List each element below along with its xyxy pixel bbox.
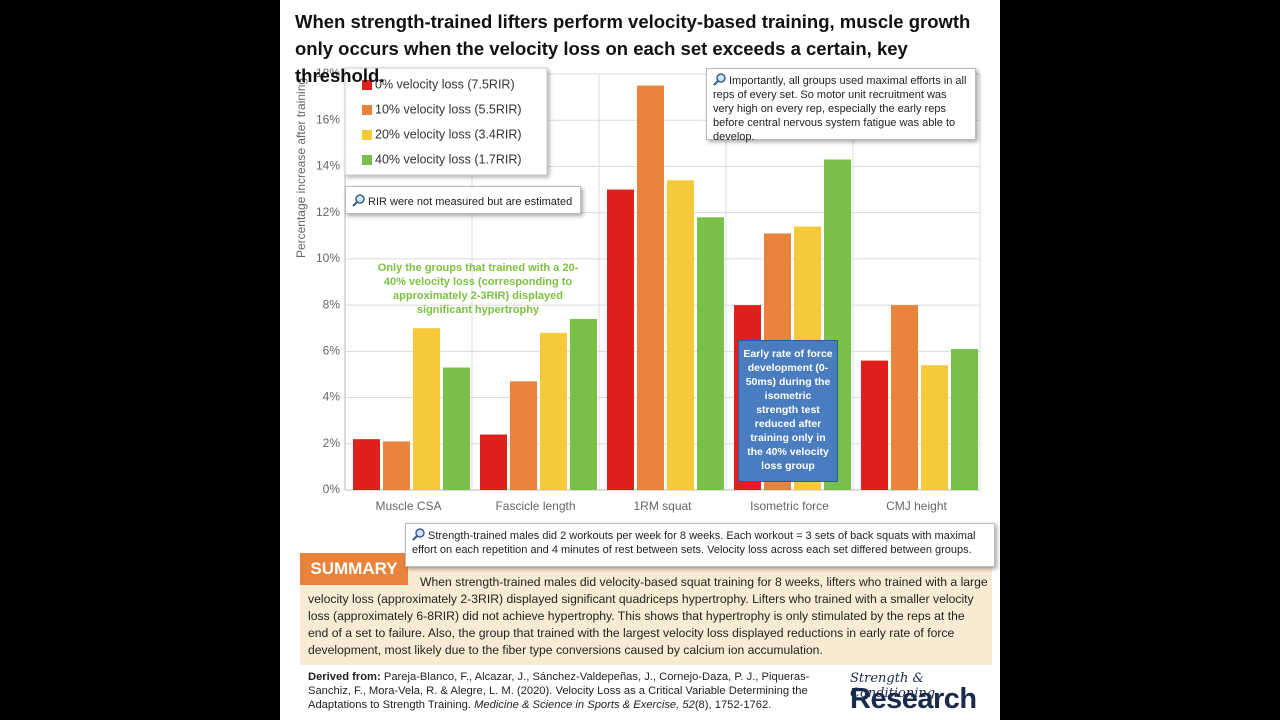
annotation: RIR were not measured but are estimated (368, 196, 573, 208)
annotation: Early rate of force development (0-50ms)… (738, 340, 838, 482)
logo-line: Strength & Conditioning (850, 671, 936, 701)
citation: Derived from: Pareja-Blanco, F., Alcazar… (308, 671, 810, 711)
bar (951, 349, 978, 490)
y-tick-label: 12% (316, 205, 340, 219)
bar (891, 305, 918, 490)
logo-line: Research (850, 683, 977, 715)
summary-box (300, 553, 992, 665)
magnifier-icon (713, 73, 726, 86)
y-axis-label: Percentage increase after training (294, 78, 308, 258)
x-tick-label: Muscle CSA (375, 499, 441, 513)
summary-label: SUMMARY (300, 553, 408, 585)
annotation-box: RIR were not measured but are estimated (345, 186, 581, 214)
x-tick-label: Isometric force (750, 499, 829, 513)
bar (697, 217, 724, 491)
magnifier-icon (412, 528, 425, 541)
chart-title: When strength-trained lifters perform ve… (295, 11, 971, 86)
y-tick-label: 2% (323, 436, 341, 450)
y-tick-label: 6% (323, 344, 341, 358)
y-tick-label: 16% (316, 112, 340, 126)
bar (413, 328, 440, 490)
x-tick-label: Fascicle length (495, 499, 575, 513)
legend-swatch (362, 105, 372, 115)
legend-label: 10% velocity loss (5.5RIR) (375, 102, 522, 116)
citation-volume: 52 (682, 699, 695, 711)
x-tick-label: CMJ height (886, 499, 947, 513)
legend-label: 40% velocity loss (1.7RIR) (375, 152, 522, 166)
bar (667, 180, 694, 491)
bar (861, 360, 888, 490)
y-tick-label: 10% (316, 251, 340, 265)
citation-label: Derived from: (308, 671, 381, 683)
bar (540, 332, 567, 490)
summary-text: When strength-trained males did velocity… (308, 575, 988, 657)
legend-box (344, 67, 548, 176)
x-tick-label: 1RM squat (633, 499, 692, 513)
infographic: Percentage increase after training 0% 2% 4… (280, 0, 1000, 720)
magnifier-icon (352, 194, 365, 207)
bar (353, 439, 380, 490)
y-tick-label: 0% (323, 482, 341, 496)
legend-swatch (362, 130, 372, 140)
bar (607, 189, 634, 491)
bar (921, 365, 948, 490)
citation-text: Pareja-Blanco, F., Alcazar, J., Sánchez-… (308, 671, 810, 711)
bar (443, 367, 470, 490)
bar (480, 434, 507, 490)
y-tick-label: 18% (316, 66, 340, 80)
bar (570, 318, 597, 490)
y-tick-label: 4% (323, 390, 341, 404)
bar (510, 381, 537, 490)
citation-rest: (8), 1752-1762. (694, 699, 772, 711)
annotation-box: Importantly, all groups used maximal eff… (706, 68, 976, 143)
legend-swatch (362, 80, 372, 90)
legend-label: 20% velocity loss (3.4RIR) (375, 127, 522, 141)
annotation: Only the groups that trained with a 20-4… (377, 262, 579, 316)
y-tick-label: 14% (316, 159, 340, 173)
annotation: Importantly, all groups used maximal eff… (713, 75, 967, 143)
y-tick-label: 8% (323, 297, 341, 311)
bar (637, 85, 664, 491)
annotation-box: Strength-trained males did 2 workouts pe… (405, 523, 995, 567)
legend-label: 0% velocity loss (7.5RIR) (375, 77, 515, 91)
legend-swatch (362, 155, 372, 165)
citation-journal: Medicine & Science in Sports & Exercise (474, 699, 677, 711)
bar (383, 441, 410, 490)
annotation: Strength-trained males did 2 workouts pe… (412, 530, 976, 556)
